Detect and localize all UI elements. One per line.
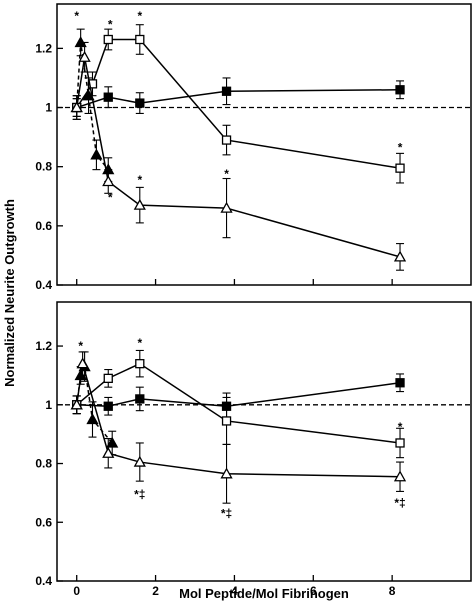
data-point (103, 92, 113, 102)
series-line (76, 362, 401, 444)
significance-marker: * (137, 9, 142, 23)
significance-marker: *‡ (134, 487, 145, 501)
data-point (395, 438, 405, 448)
significance-marker: * (78, 339, 83, 353)
data-point (133, 198, 146, 210)
significance-marker: * (398, 420, 403, 434)
plot-frame (56, 3, 472, 286)
x-tick-label: 6 (310, 584, 317, 598)
series-line (75, 363, 401, 478)
panel-top: 0.4 0.6 0.8 1 1.2 * * * * * * * (35, 3, 472, 292)
y-tick-label: 0.6 (35, 515, 52, 529)
x-tick-label: 0 (73, 584, 80, 598)
series-line (76, 382, 401, 408)
y-tick-label: 1.2 (35, 41, 52, 55)
series-open-square (72, 24, 405, 184)
data-point (78, 50, 91, 62)
data-point (103, 373, 113, 384)
significance-marker: * (224, 167, 229, 181)
data-point (135, 34, 145, 45)
significance-marker: * (398, 140, 403, 154)
y-tick-label: 1 (45, 101, 52, 115)
x-tick-label: 4 (231, 584, 238, 598)
data-point (102, 175, 115, 187)
data-point (393, 470, 407, 482)
data-point (106, 436, 119, 448)
data-point (395, 163, 405, 173)
x-axis-title: Mol Peptide/Mol Fibrinogen (179, 586, 349, 601)
y-tick-label: 1 (45, 398, 52, 412)
data-point (86, 413, 99, 425)
data-point (70, 101, 83, 113)
significance-marker: *‡ (394, 496, 405, 510)
data-point (103, 401, 113, 411)
y-tick-label: 0.8 (35, 457, 52, 471)
significance-marker: * (137, 173, 142, 187)
x-tick-label: 8 (389, 584, 396, 598)
data-point (135, 98, 145, 108)
significance-marker: * (74, 9, 79, 23)
data-point (220, 201, 233, 213)
data-point (395, 85, 405, 95)
y-tick-label: 0.4 (35, 574, 52, 588)
significance-marker: * (108, 191, 113, 205)
series-open-triangle (70, 351, 407, 504)
x-tick-label: 2 (152, 584, 159, 598)
data-point (221, 86, 232, 96)
series-line (75, 57, 401, 258)
data-point (221, 135, 232, 145)
data-point (70, 398, 83, 410)
panel-bottom: 0.4 0.6 0.8 1 1.2 0 2 4 6 8 * * * *‡ *‡ *‡ (35, 301, 472, 598)
series-open-triangle (70, 41, 407, 271)
series-line (76, 89, 401, 109)
series-filled-square (72, 77, 405, 117)
y-tick-label: 1.2 (35, 339, 52, 353)
plot-frame (56, 301, 472, 582)
y-tick-label: 0.6 (35, 219, 52, 233)
data-point (90, 148, 103, 160)
significance-marker: * (108, 18, 113, 32)
data-point (76, 357, 89, 369)
data-point (82, 89, 95, 101)
series-filled-square (72, 373, 405, 421)
significance-marker: *‡ (221, 506, 232, 520)
y-axis-title: Normalized Neurite Outgrowth (2, 199, 17, 387)
y-tick-label: 0.4 (35, 278, 52, 292)
data-point (220, 467, 233, 479)
y-tick-label: 0.8 (35, 160, 52, 174)
data-point (395, 378, 405, 388)
series-line (76, 38, 401, 169)
data-point (135, 394, 145, 404)
data-point (102, 446, 115, 458)
data-point (221, 416, 232, 426)
data-point (135, 359, 145, 369)
significance-marker: * (137, 336, 142, 350)
data-point (103, 34, 113, 45)
data-point (393, 250, 407, 262)
data-point (133, 455, 146, 467)
